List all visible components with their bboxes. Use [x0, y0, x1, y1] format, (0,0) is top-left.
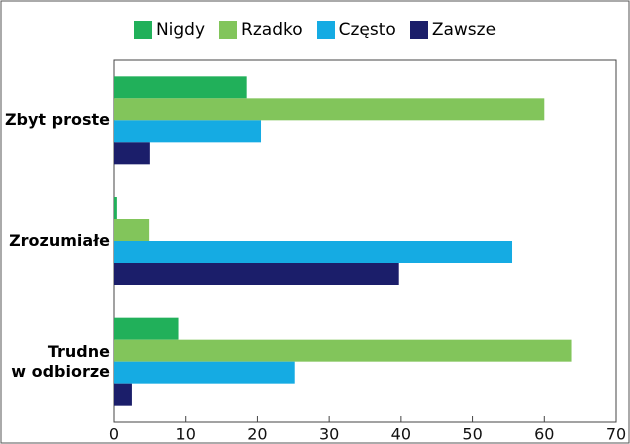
x-tick-label: 10 [176, 425, 196, 444]
legend-swatch [316, 21, 335, 39]
x-tick-label: 50 [462, 425, 482, 444]
legend: Nigdy Rzadko Często Zawsze [0, 20, 630, 40]
bar [114, 361, 295, 384]
bar [114, 120, 262, 143]
legend-label: Rzadko [241, 20, 303, 40]
legend-label: Nigdy [155, 20, 206, 40]
legend-item: Zawsze [409, 20, 497, 40]
bar [114, 98, 545, 121]
bar [114, 76, 247, 99]
legend-item: Nigdy [133, 20, 206, 40]
y-tick-label: Zbyt proste [4, 110, 110, 130]
y-tick-label: Trudne w odbiorze [11, 341, 110, 381]
bar [114, 197, 117, 219]
x-tick-label: 70 [606, 425, 626, 444]
legend-label: Zawsze [431, 20, 497, 40]
bar [114, 142, 150, 165]
bar [114, 219, 150, 241]
y-tick-label: Zrozumiałe [9, 231, 110, 250]
bar [114, 383, 132, 406]
x-tick-label: 20 [247, 425, 267, 444]
legend-label: Często [338, 20, 396, 40]
legend-swatch [133, 21, 152, 39]
bar [114, 241, 513, 263]
legend-item: Często [316, 20, 396, 40]
x-tick-label: 40 [391, 425, 411, 444]
bar [114, 339, 572, 362]
legend-swatch [219, 21, 238, 39]
legend-swatch [409, 21, 428, 39]
bar [114, 263, 399, 285]
legend-item: Rzadko [219, 20, 303, 40]
x-tick-label: 60 [534, 425, 554, 444]
x-tick-label: 30 [319, 425, 339, 444]
bar [114, 317, 179, 340]
x-tick-label: 0 [109, 425, 119, 444]
